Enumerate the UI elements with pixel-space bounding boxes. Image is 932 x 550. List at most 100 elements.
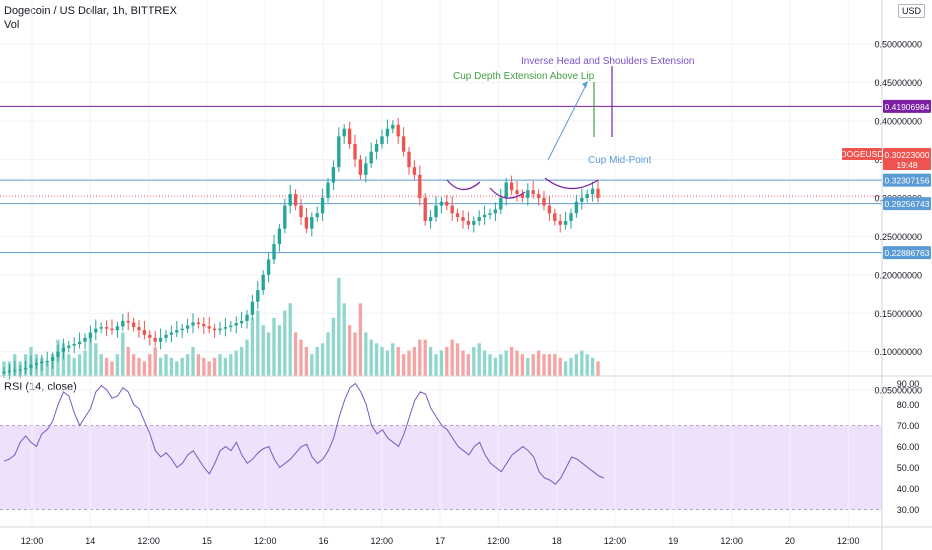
- currency-badge[interactable]: USD: [898, 4, 926, 18]
- candle-body: [536, 194, 541, 198]
- midpoint-price-label-bg: [883, 197, 931, 211]
- volume-bar: [439, 350, 444, 376]
- candle-body: [180, 328, 184, 331]
- volume-bar: [353, 332, 357, 376]
- candle-body: [2, 371, 6, 374]
- volume-bar: [180, 357, 184, 376]
- candle-body: [423, 197, 427, 221]
- arrow-head: [582, 81, 588, 88]
- volume-bar: [472, 346, 476, 376]
- rsi-tick-label: 30.00: [897, 505, 920, 515]
- candle-body: [104, 327, 109, 329]
- candle-body: [310, 217, 314, 229]
- candle-body: [590, 188, 595, 195]
- candle-body: [126, 320, 130, 323]
- candle-body: [56, 351, 60, 358]
- volume-bar: [590, 357, 595, 376]
- volume-bar: [374, 343, 379, 376]
- volume-bar: [126, 346, 130, 376]
- volume-bar: [526, 357, 530, 376]
- candle-body: [347, 128, 352, 145]
- candle-body: [72, 344, 76, 346]
- volume-bar: [547, 354, 552, 376]
- candle-body: [250, 301, 255, 315]
- candle-body: [391, 124, 395, 129]
- candle-body: [110, 328, 114, 331]
- volume-bar: [45, 361, 49, 376]
- midpoint-price-label: 0.29256743: [885, 199, 930, 209]
- volume-bar: [466, 354, 471, 376]
- volume-bar: [553, 354, 557, 376]
- candle-body: [461, 217, 465, 221]
- volume-bar: [450, 339, 454, 376]
- candle-body: [115, 326, 120, 331]
- candle-body: [455, 213, 460, 218]
- time-tick-label: 12:00: [137, 536, 160, 546]
- volume-bar: [574, 354, 579, 376]
- candle-body: [223, 327, 228, 329]
- time-tick-label: 20: [785, 536, 795, 546]
- candle-body: [261, 274, 265, 291]
- candle-body: [580, 197, 584, 202]
- candle-body: [326, 182, 330, 198]
- candle-body: [61, 347, 66, 352]
- countdown-label: 19:48: [896, 160, 918, 170]
- candle-body: [466, 220, 471, 225]
- volume-bar: [110, 361, 114, 376]
- volume-bar: [499, 354, 503, 376]
- candle-body: [212, 328, 217, 331]
- candle-body: [396, 124, 400, 137]
- candle-body: [229, 325, 233, 328]
- candle-body: [77, 341, 82, 345]
- volume-bar: [115, 354, 120, 376]
- cup-midpoint-label: Cup Mid-Point: [588, 155, 652, 166]
- candle-body: [67, 345, 71, 348]
- candle-body: [374, 144, 379, 152]
- volume-bar: [212, 357, 217, 376]
- volume-bar: [293, 332, 298, 376]
- volume-label[interactable]: Vol: [4, 19, 20, 31]
- price-tick-label: 0.40000000: [874, 117, 922, 127]
- volume-bar: [455, 343, 460, 376]
- candle-body: [256, 290, 260, 302]
- candle-body: [218, 328, 222, 331]
- volume-bar: [277, 325, 282, 376]
- volume-bar: [164, 354, 168, 376]
- volume-bar: [585, 354, 589, 376]
- last-price-tag-bg: [883, 148, 931, 170]
- candle-body: [353, 144, 357, 160]
- candle-body: [488, 213, 492, 215]
- candle-body: [288, 194, 292, 206]
- volume-bar: [342, 303, 346, 376]
- candle-body: [418, 174, 422, 198]
- ihs-target-price-label-bg: [883, 99, 931, 113]
- candle-body: [18, 369, 22, 371]
- rsi-line: [3, 382, 605, 485]
- rsi-tick-label: 70.00: [897, 421, 920, 431]
- volume-bar: [315, 346, 319, 376]
- candle-body: [34, 363, 39, 365]
- volume-bar: [223, 357, 228, 376]
- candle-body: [94, 328, 98, 333]
- candle-body: [88, 332, 93, 338]
- volume-bar: [202, 357, 206, 376]
- bottom-price-label-bg: [883, 246, 931, 260]
- volume-bar: [288, 303, 292, 376]
- candle-body: [428, 217, 433, 221]
- volume-bar: [531, 354, 535, 376]
- candle-body: [283, 205, 287, 229]
- volume-bar: [299, 339, 303, 376]
- candle-body: [520, 194, 525, 198]
- candle-body: [164, 334, 168, 338]
- left-shoulder-arc: [446, 179, 481, 191]
- lip-price-label-bg: [883, 173, 931, 187]
- price-tick-label: 0.05000000: [874, 386, 922, 396]
- candle-body: [531, 190, 535, 195]
- candle-body: [493, 209, 498, 214]
- lip-price-label: 0.32307156: [885, 176, 930, 186]
- candle-body: [472, 220, 476, 225]
- volume-bar: [158, 357, 163, 376]
- volume-bar: [229, 354, 233, 376]
- candle-body: [202, 324, 206, 327]
